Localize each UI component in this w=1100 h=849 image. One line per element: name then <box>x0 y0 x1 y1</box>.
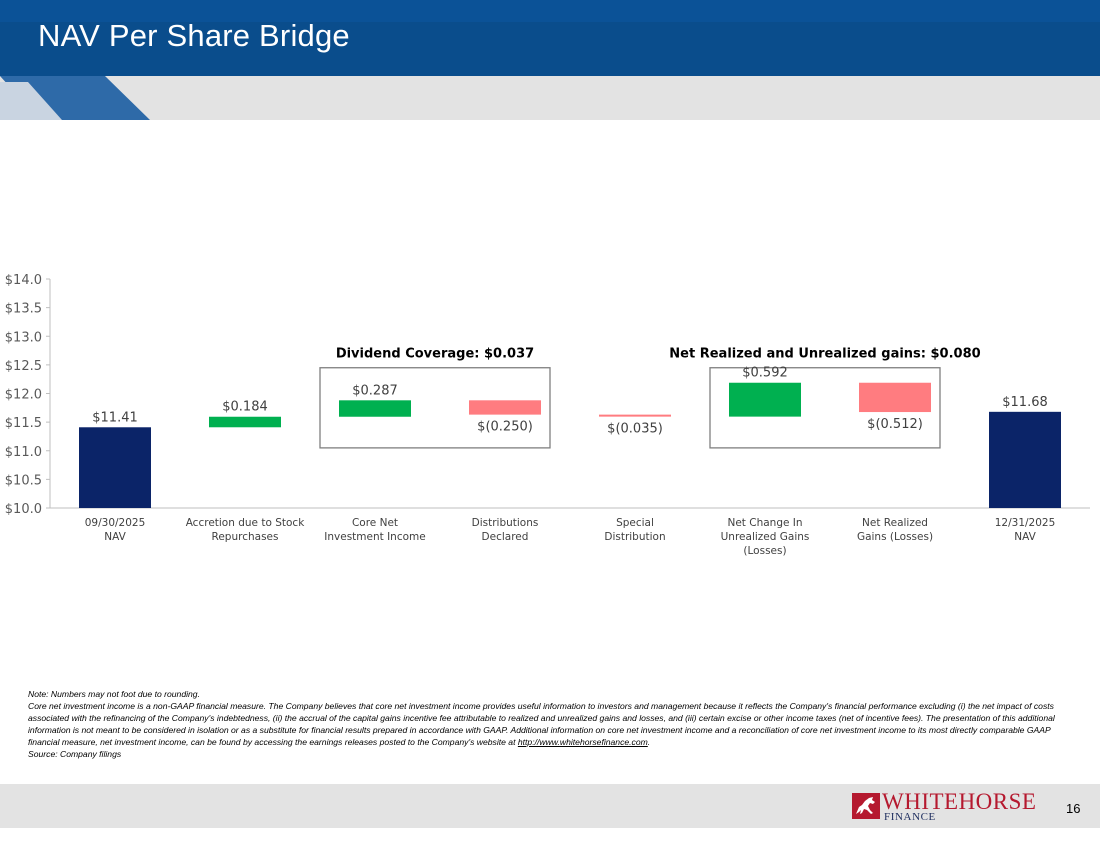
annotation-label: Net Realized and Unrealized gains: $0.08… <box>669 347 980 362</box>
x-tick-label: NAV <box>1014 531 1036 543</box>
note-core-nii-text: Core net investment income is a non-GAAP… <box>28 701 1055 747</box>
data-label: $(0.035) <box>607 422 663 437</box>
y-tick-label: $10.5 <box>5 473 42 488</box>
x-tick-label: NAV <box>104 531 126 543</box>
bar-decrease <box>469 400 541 415</box>
header-background <box>0 0 1100 120</box>
slide-footer <box>0 784 1100 828</box>
data-label: $(0.250) <box>477 420 533 435</box>
logo-wordmark: WHITEHORSE <box>882 789 1037 814</box>
footnotes: Note: Numbers may not foot due to roundi… <box>28 688 1068 760</box>
bar-increase <box>209 416 281 428</box>
note-core-nii: Core net investment income is a non-GAAP… <box>28 700 1068 748</box>
bar-increase <box>729 382 801 417</box>
x-tick-label: Investment Income <box>324 531 425 543</box>
x-tick-label: Distributions <box>472 517 539 529</box>
x-tick-label: Declared <box>482 531 529 543</box>
data-label: $11.41 <box>92 410 138 425</box>
y-tick-label: $14.0 <box>5 273 42 288</box>
whitehorse-logo: WHITEHORSE FINANCE <box>852 789 1052 823</box>
data-label: $0.287 <box>352 383 398 398</box>
y-tick-label: $13.5 <box>5 302 42 317</box>
x-tick-label: Special <box>616 517 654 529</box>
x-tick-label: Unrealized Gains <box>721 531 810 543</box>
x-tick-label: Gains (Losses) <box>857 531 933 543</box>
annotation-box <box>319 367 551 449</box>
data-label: $0.592 <box>742 366 788 381</box>
note-rounding: Note: Numbers may not foot due to roundi… <box>28 689 200 699</box>
y-tick-label: $12.0 <box>5 388 42 403</box>
company-website-link[interactable]: http://www.whitehorsefinance.com <box>517 737 648 747</box>
x-tick-label: 09/30/2025 <box>85 517 146 529</box>
y-tick-label: $11.0 <box>5 445 42 460</box>
annotation-box <box>709 367 941 449</box>
bar-increase <box>339 400 411 417</box>
note-core-nii-end: . <box>647 737 651 747</box>
x-tick-label: Core Net <box>352 517 398 529</box>
x-tick-label: Net Change In <box>727 517 802 529</box>
logo-subtitle: FINANCE <box>884 811 936 823</box>
x-tick-label: Accretion due to Stock <box>186 517 306 529</box>
x-tick-label: Repurchases <box>212 531 279 543</box>
note-source: Source: Company filings <box>28 749 122 759</box>
bar-total <box>79 427 151 508</box>
slide-header: NAV Per Share Bridge <box>0 0 1100 120</box>
x-tick-label: Distribution <box>604 531 665 543</box>
bar-decrease <box>859 382 931 413</box>
data-label: $(0.512) <box>867 417 923 432</box>
x-tick-label: Net Realized <box>862 517 928 529</box>
data-label: $11.68 <box>1002 395 1048 410</box>
x-tick-label: (Losses) <box>743 545 786 557</box>
page-title: NAV Per Share Bridge <box>38 18 350 53</box>
page-number: 16 <box>1066 801 1081 816</box>
data-label: $0.184 <box>222 400 268 415</box>
annotation-label: Dividend Coverage: $0.037 <box>336 347 534 362</box>
horse-icon <box>852 793 880 819</box>
y-tick-label: $12.5 <box>5 359 42 374</box>
bar-total <box>989 411 1061 508</box>
y-tick-label: $13.0 <box>5 330 42 345</box>
bar-decrease <box>599 414 671 417</box>
y-tick-label: $10.0 <box>5 502 42 517</box>
y-tick-label: $11.5 <box>5 416 42 431</box>
x-tick-label: 12/31/2025 <box>995 517 1056 529</box>
nav-bridge-chart: $10.0 $10.5 $11.0 $11.5 $12.0 $12.5 $13.0 $13.5… <box>5 273 1090 557</box>
